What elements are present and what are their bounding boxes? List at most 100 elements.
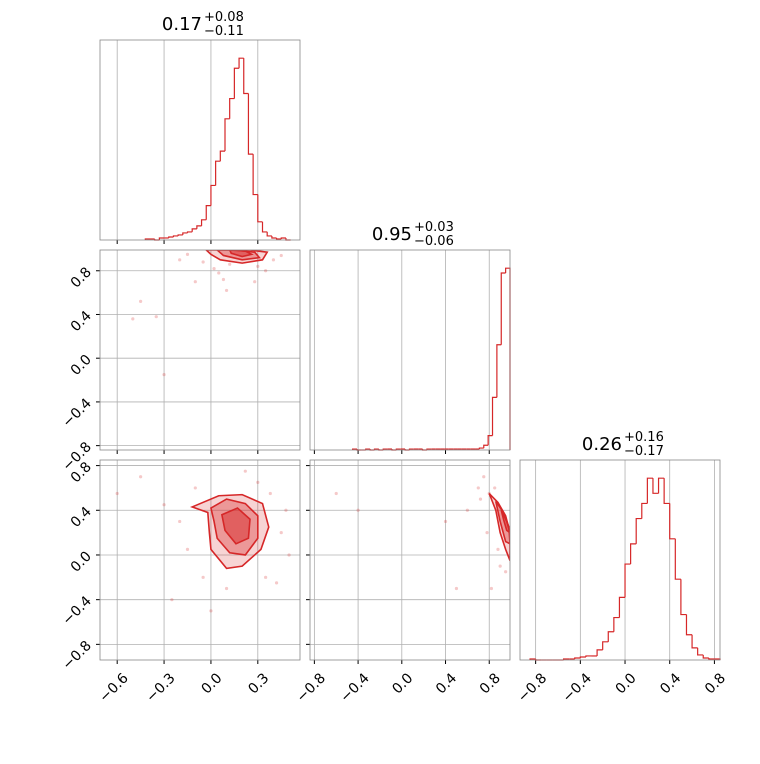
sample-point — [498, 564, 502, 568]
histogram-step — [168, 236, 174, 238]
histogram-step — [215, 160, 221, 186]
x-tick-label: −0.8 — [515, 670, 550, 705]
contour — [220, 507, 251, 545]
sample-point — [504, 570, 508, 574]
histogram-step — [641, 502, 648, 519]
sample-point — [217, 271, 221, 275]
x-tick-label: 0.0 — [613, 670, 640, 697]
histogram-step — [200, 219, 207, 226]
sample-point — [279, 253, 283, 258]
sample-point — [496, 547, 500, 551]
histogram-step — [579, 656, 586, 658]
histogram-step — [635, 517, 642, 544]
x-tick-label: −0.8 — [294, 670, 329, 705]
y-tick-label: 0.4 — [68, 308, 95, 335]
sample-point — [287, 553, 291, 557]
histogram-step — [585, 655, 592, 657]
sample-point — [493, 486, 497, 490]
histogram-step — [646, 477, 653, 504]
title-minus: −0.11 — [204, 24, 244, 39]
histogram-step — [205, 205, 211, 220]
histogram-step — [685, 614, 693, 636]
panel-marks — [131, 250, 283, 377]
histogram-step — [271, 235, 277, 239]
histogram-step — [613, 616, 620, 632]
histogram-step — [266, 231, 272, 237]
y-tick-label: −0.4 — [59, 395, 94, 430]
histogram-step — [496, 344, 502, 398]
sample-point — [243, 469, 247, 473]
y-tick-label: −0.8 — [59, 638, 94, 673]
sample-point — [162, 372, 166, 377]
sample-point — [115, 491, 119, 496]
histogram-step — [624, 563, 631, 598]
sample-point — [356, 508, 360, 512]
histogram-step — [697, 647, 704, 656]
sample-point — [264, 269, 268, 273]
sample-point — [201, 575, 205, 579]
sample-point — [228, 262, 232, 266]
sample-point — [264, 575, 268, 579]
sample-point — [482, 475, 486, 479]
sample-point — [224, 288, 229, 293]
panel-marks — [115, 469, 291, 613]
histogram-step — [483, 444, 489, 449]
sample-point — [185, 547, 190, 551]
histogram-step — [280, 237, 286, 239]
sample-point — [284, 508, 288, 512]
panel-frame — [99, 39, 301, 241]
panel-marks — [334, 475, 510, 591]
histogram-step — [602, 641, 609, 650]
histogram-step — [243, 58, 249, 95]
sample-point — [253, 280, 257, 284]
contour — [500, 509, 510, 534]
sample-point — [279, 531, 283, 535]
sample-point — [131, 317, 135, 321]
histogram-step — [663, 478, 670, 505]
sample-point — [201, 260, 205, 264]
histogram-step — [574, 657, 581, 659]
sample-point — [139, 299, 143, 303]
sample-point — [334, 491, 338, 496]
sample-point — [221, 277, 226, 282]
histogram-step — [233, 67, 240, 99]
sample-point — [154, 315, 158, 319]
sample-point — [209, 609, 213, 613]
histogram-step — [708, 657, 715, 660]
sample-point — [185, 252, 190, 256]
histogram-step — [680, 579, 687, 616]
sample-point — [274, 581, 279, 585]
title-value: 0.17 — [162, 14, 202, 35]
histogram-step — [691, 634, 698, 649]
histogram-step — [186, 231, 193, 233]
panel-frame — [309, 249, 511, 451]
x-tick-label: −0.4 — [560, 670, 595, 705]
y-tick-label: −0.4 — [59, 593, 94, 628]
histogram-step — [252, 154, 258, 196]
histogram-step — [257, 194, 263, 223]
sample-point — [193, 280, 197, 284]
title-plus: +0.16 — [624, 430, 664, 445]
title-minus: −0.17 — [624, 444, 664, 459]
sample-point — [478, 497, 483, 501]
histogram-step — [669, 503, 676, 540]
histogram-step — [500, 272, 506, 345]
histogram-step — [702, 654, 709, 659]
contour — [495, 500, 510, 545]
histogram-step — [505, 267, 511, 450]
sample-point — [489, 586, 494, 591]
sample-point — [170, 598, 174, 602]
histogram-step — [158, 237, 165, 240]
sample-point — [224, 586, 229, 591]
title-plus: +0.03 — [414, 220, 454, 235]
histogram-step — [172, 235, 179, 237]
histogram-step — [224, 118, 230, 152]
title-value: 0.26 — [582, 434, 622, 455]
panel-frame — [309, 459, 511, 661]
sample-point — [139, 475, 143, 479]
sample-point — [454, 586, 459, 591]
panel-frame — [99, 459, 301, 661]
x-tick-label: −0.3 — [143, 670, 178, 705]
histogram-step — [652, 478, 659, 494]
